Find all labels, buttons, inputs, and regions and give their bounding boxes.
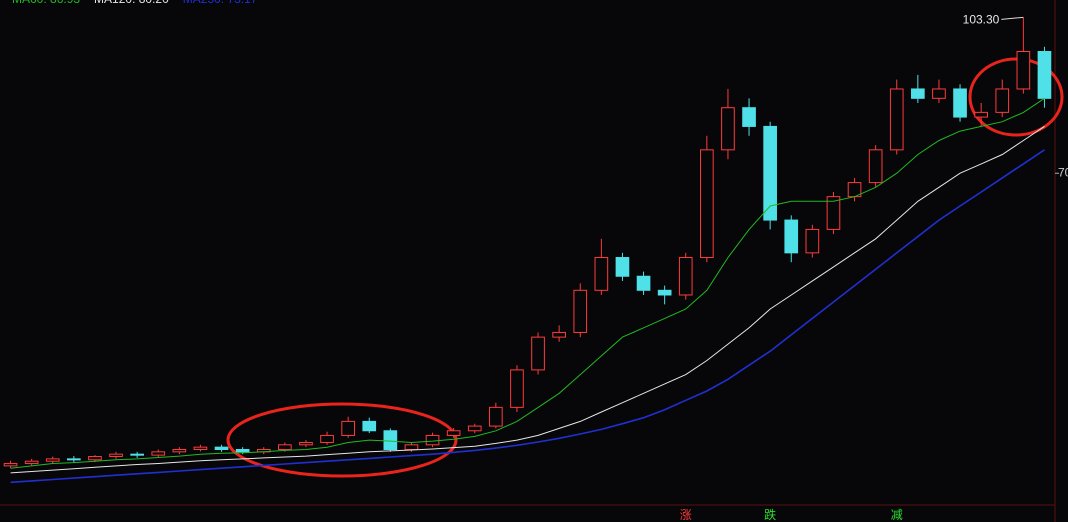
candle-body — [341, 420, 355, 436]
candle-body — [763, 125, 777, 221]
ma-line — [10, 97, 1045, 469]
candle-body — [489, 406, 503, 427]
candle-body — [995, 88, 1010, 113]
candle-body — [67, 458, 81, 461]
candle-body — [552, 331, 566, 338]
candle-body — [911, 88, 925, 99]
event-marker: 涨 — [680, 507, 692, 522]
candle-body — [320, 434, 334, 443]
candle-body — [531, 336, 545, 371]
y-tick-label: 70 — [1058, 165, 1068, 179]
candle-body — [278, 444, 292, 450]
candle-body — [446, 430, 461, 436]
candle-body — [299, 441, 313, 446]
candle-body — [953, 88, 967, 118]
candle-body — [214, 446, 229, 450]
candle-body — [24, 460, 39, 465]
candle-body — [615, 257, 630, 277]
candle-body — [636, 275, 651, 291]
candle-body — [467, 425, 482, 432]
candle-body — [889, 88, 904, 151]
legend-entry: MA120: 80.20 — [94, 0, 169, 6]
candle-body — [193, 446, 208, 450]
high-label: 103.30 — [963, 12, 1000, 26]
candle-body — [868, 149, 883, 184]
candle-body — [383, 430, 398, 450]
candle-body — [362, 420, 377, 432]
candle-body — [130, 453, 144, 456]
candle-body — [3, 463, 18, 467]
ma-line — [10, 125, 1045, 474]
annotation-arrow — [1001, 16, 1024, 20]
candle-body — [573, 289, 588, 333]
candle-body — [805, 228, 820, 254]
highlight-circle — [968, 57, 1064, 137]
candle-body — [45, 458, 60, 462]
candle-body — [425, 434, 440, 446]
candle-body — [172, 448, 187, 453]
candle-body — [700, 149, 714, 259]
candle-body — [1037, 51, 1052, 99]
candle-body — [404, 444, 419, 450]
candle-body — [151, 451, 166, 456]
candle-body — [974, 111, 988, 118]
event-marker: 减 — [891, 508, 903, 522]
candle-body — [932, 88, 946, 99]
candle-body — [109, 453, 123, 458]
candle-body — [88, 456, 102, 461]
highlight-circle — [226, 402, 458, 478]
candle-body — [784, 219, 799, 254]
candle-body — [510, 369, 524, 408]
candle-body — [678, 257, 693, 296]
ma-line — [10, 149, 1045, 484]
legend-entry: MA60: 86.93 — [12, 0, 80, 6]
event-marker: 跌 — [764, 507, 776, 522]
candle-body — [594, 257, 609, 291]
candle-body — [1016, 51, 1031, 90]
candle-body — [657, 289, 672, 296]
candle-body — [826, 196, 841, 230]
candle-body — [235, 448, 250, 453]
legend-entry: MA250: 73.17 — [183, 0, 258, 6]
candle-body — [721, 107, 735, 151]
candle-body — [742, 107, 756, 127]
